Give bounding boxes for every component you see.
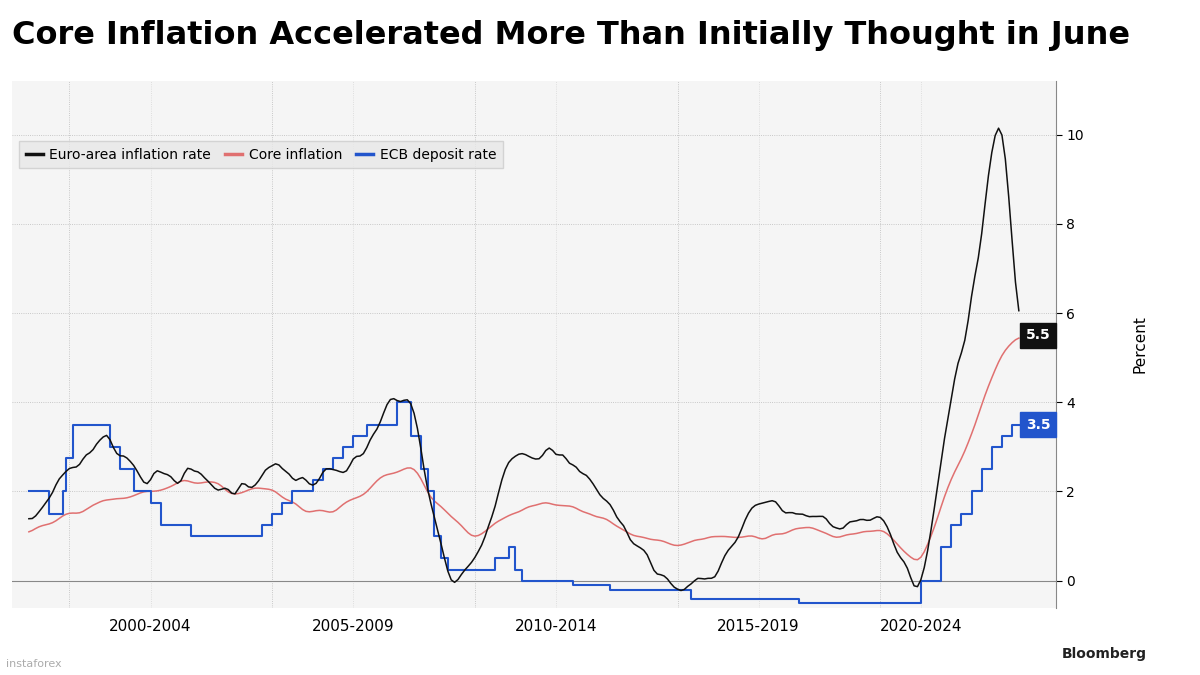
Legend: Euro-area inflation rate, Core inflation, ECB deposit rate: Euro-area inflation rate, Core inflation… (19, 140, 503, 169)
Text: Bloomberg: Bloomberg (1062, 647, 1147, 661)
Y-axis label: Percent: Percent (1133, 315, 1147, 373)
Text: Core Inflation Accelerated More Than Initially Thought in June: Core Inflation Accelerated More Than Ini… (12, 20, 1130, 51)
Text: 3.5: 3.5 (1026, 418, 1050, 431)
Text: instaforex: instaforex (6, 659, 61, 669)
Text: 5.5: 5.5 (1026, 328, 1050, 342)
